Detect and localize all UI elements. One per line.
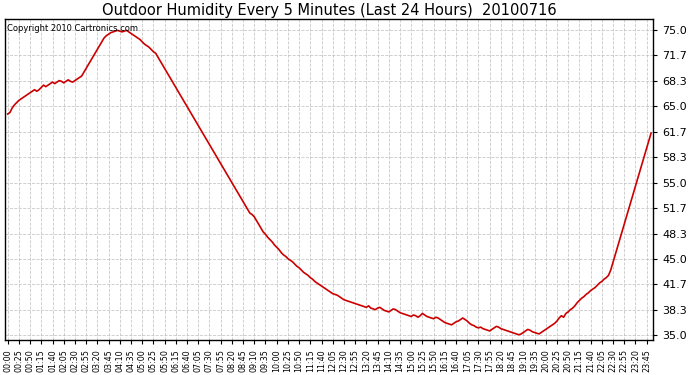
Title: Outdoor Humidity Every 5 Minutes (Last 24 Hours)  20100716: Outdoor Humidity Every 5 Minutes (Last 2… [102, 3, 557, 18]
Text: Copyright 2010 Cartronics.com: Copyright 2010 Cartronics.com [7, 24, 138, 33]
